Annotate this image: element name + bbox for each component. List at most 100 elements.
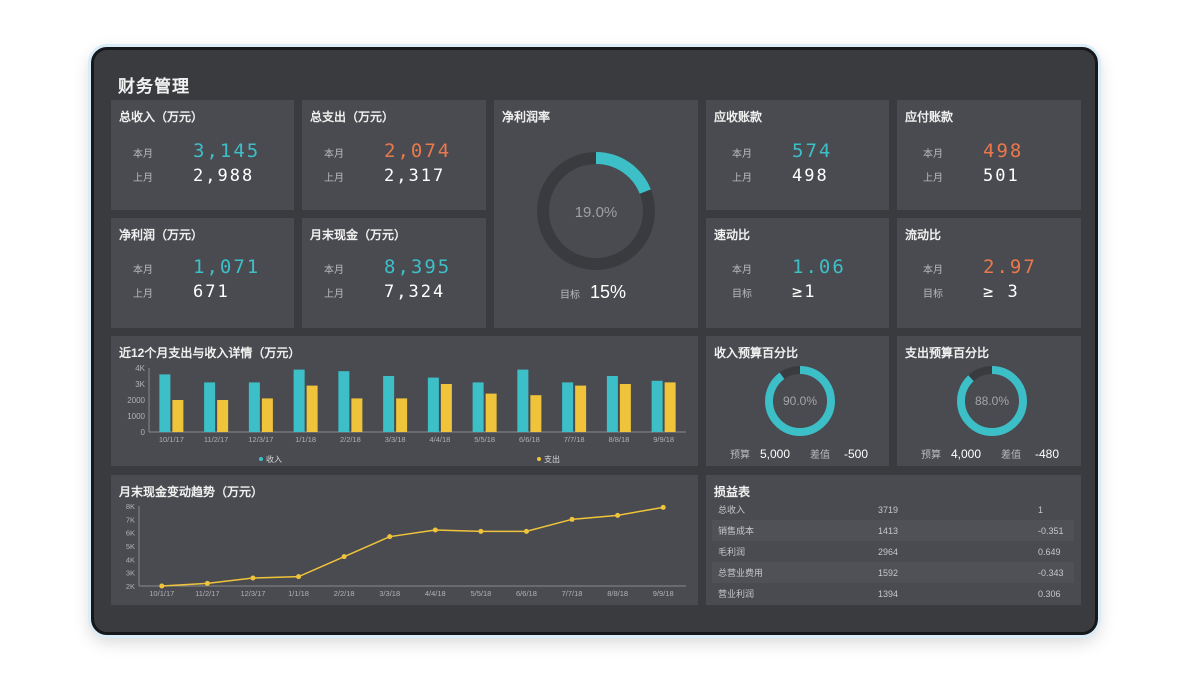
line-ytick-label: 8K	[126, 502, 135, 511]
pl-item-amount: 1394	[878, 588, 899, 599]
budget-income-diff-value: -500	[844, 447, 869, 461]
bar-xtick-label: 4/4/18	[429, 435, 450, 444]
pl-item-ratio: 1	[1038, 504, 1044, 515]
kpi-expense-this-value: 2,074	[384, 140, 452, 162]
bar-expense	[217, 400, 229, 432]
kpi-payable-this-label: 本月	[923, 149, 943, 160]
kpi-receivable-this-label: 本月	[732, 149, 752, 160]
pl-item-amount: 1413	[872, 520, 1032, 541]
table-row: 总营业费用 1592 -0.343	[712, 562, 1074, 583]
legend-label-expense: 支出	[544, 454, 560, 464]
net-margin-target-value: 15%	[590, 282, 627, 302]
budget-income-gauge: 90.0%	[765, 366, 835, 436]
bar-xtick-label: 11/2/17	[204, 435, 228, 444]
line-ytick-label: 7K	[126, 515, 135, 524]
bar-income	[562, 382, 574, 432]
bar-ytick-label: 1000	[127, 412, 145, 421]
legend-swatch-income	[259, 457, 263, 461]
cash-point	[341, 554, 347, 560]
page-title: 财务管理	[118, 77, 190, 96]
kpi-expense-title: 总支出（万元）	[310, 110, 395, 124]
net-margin-arc	[537, 152, 655, 270]
kpi-receivable-title: 应收账款	[714, 110, 763, 124]
kpi-receivable-panel: 应收账款 本月 574 上月 498	[706, 100, 889, 210]
line-xtick-label: 12/3/17	[240, 589, 265, 598]
bar-xtick-label: 10/1/17	[159, 435, 184, 444]
net-margin-panel: 净利润率 19.0% 目标 15%	[494, 100, 698, 328]
kpi-revenue-last-label: 上月	[133, 173, 153, 184]
line-xtick-label: 1/1/18	[288, 589, 309, 598]
budget-expense-panel: 支出预算百分比 88.0% 预算 4,000 差值 -480	[897, 336, 1081, 466]
kpi-expense-this-label: 本月	[324, 149, 344, 160]
budget-income-title: 收入预算百分比	[714, 346, 799, 360]
line-ytick-label: 3K	[126, 569, 135, 578]
budget-expense-diff-label: 差值	[1001, 450, 1021, 461]
bar-income	[204, 382, 216, 432]
line-xtick-label: 3/3/18	[379, 589, 400, 598]
kpi-quick-ratio-this-label: 本月	[732, 265, 752, 276]
net-margin-title: 净利润率	[502, 110, 551, 124]
bar-expense	[440, 384, 452, 432]
net-margin-gauge: 19.0%	[537, 152, 655, 270]
kpi-payable-this-value: 498	[983, 140, 1024, 162]
budget-expense-diff-value: -480	[1035, 447, 1060, 461]
bar-ytick-label: 3K	[135, 380, 145, 389]
cash-point	[432, 527, 438, 533]
pl-item-name: 总收入	[718, 505, 746, 515]
bar-ytick-label: 4K	[135, 364, 145, 373]
legend-swatch-expense	[537, 457, 541, 461]
kpi-net-profit-this-label: 本月	[133, 265, 153, 276]
kpi-quick-ratio-panel: 速动比 本月 1.06 目标 ≥1	[706, 218, 889, 328]
line-chart-panel: 月末现金变动趋势（万元） 2K 3K 4K 5K 6K 7K 8K 10/1/17 11/2/1…	[111, 475, 698, 605]
line-xtick-label: 7/7/18	[562, 589, 583, 598]
pl-item-name: 销售成本	[712, 520, 872, 541]
bar-income	[517, 369, 529, 432]
bar-income	[651, 380, 663, 432]
budget-income-value: 90.0%	[783, 394, 817, 408]
kpi-payable-last-value: 501	[983, 166, 1020, 186]
bar-expense	[664, 382, 676, 432]
bar-ytick-label: 2000	[127, 396, 145, 405]
pl-item-ratio: -0.351	[1032, 520, 1074, 541]
pl-item-amount: 3719	[878, 504, 899, 515]
budget-income-diff-label: 差值	[810, 450, 830, 461]
pl-item-ratio: 0.649	[1038, 546, 1061, 557]
budget-income-panel: 收入预算百分比 90.0% 预算 5,000 差值 -500	[706, 336, 889, 466]
kpi-receivable-last-value: 498	[792, 166, 829, 186]
kpi-net-profit-this-value: 1,071	[193, 256, 261, 278]
bar-income	[293, 369, 305, 432]
cash-point	[615, 512, 621, 518]
cash-point	[478, 528, 484, 534]
kpi-revenue-panel: 总收入（万元） 本月 3,145 上月 2,988	[111, 100, 294, 210]
line-xtick-label: 5/5/18	[470, 589, 491, 598]
cash-trend-line	[161, 506, 664, 587]
bar-expense	[172, 400, 184, 432]
bar-chart-panel: 近12个月支出与收入详情（万元） 0 1000 2000 3K 4K 10/1/17 11/…	[111, 336, 698, 466]
bar-income	[159, 374, 171, 432]
kpi-receivable-last-label: 上月	[732, 173, 752, 184]
budget-expense-budget-label: 预算	[921, 450, 941, 461]
kpi-net-profit-panel: 净利润（万元） 本月 1,071 上月 671	[111, 218, 294, 328]
pl-table-title: 损益表	[714, 485, 751, 499]
bar-ytick-label: 0	[141, 428, 146, 437]
cash-point	[250, 575, 256, 581]
pl-table-panel: 损益表 总收入 3719 1 销售成本 1413 -0.351 毛利润 2964 0.649 总营…	[706, 475, 1081, 605]
bar-xtick-label: 12/3/17	[248, 435, 273, 444]
cash-point	[569, 516, 575, 522]
pl-item-ratio: -0.343	[1032, 562, 1074, 583]
net-margin-target-label: 目标	[560, 290, 580, 301]
bar-expense	[530, 395, 542, 432]
bar-expense	[261, 398, 273, 432]
bar-xtick-label: 5/5/18	[474, 435, 495, 444]
line-xtick-label: 6/6/18	[516, 589, 537, 598]
kpi-current-ratio-this-label: 本月	[923, 265, 943, 276]
pl-item-amount: 2964	[878, 546, 899, 557]
line-xtick-label: 9/9/18	[653, 589, 674, 598]
line-xtick-label: 10/1/17	[149, 589, 174, 598]
bar-expense	[306, 385, 318, 432]
bar-xtick-label: 8/8/18	[608, 435, 629, 444]
bar-xtick-label: 7/7/18	[564, 435, 585, 444]
kpi-current-ratio-this-value: 2.97	[983, 256, 1037, 278]
line-xtick-label: 2/2/18	[334, 589, 355, 598]
legend-label-income: 收入	[266, 454, 282, 464]
